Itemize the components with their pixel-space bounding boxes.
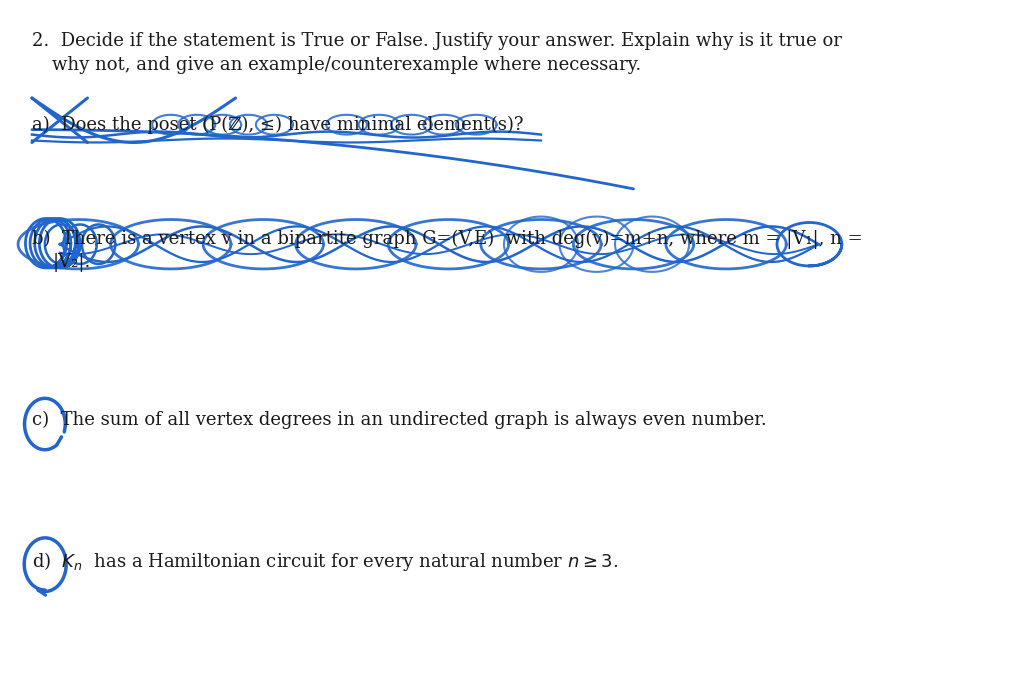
Text: a)  Does the poset (P(ℤ), ≤) have minimal element(s)?: a) Does the poset (P(ℤ), ≤) have minimal…: [31, 116, 524, 134]
Text: |V₂|.: |V₂|.: [53, 253, 90, 272]
Text: why not, and give an example/counterexample where necessary.: why not, and give an example/counterexam…: [53, 56, 641, 74]
Text: b)  There is a vertex v in a bipartite graph G=(V,E)  with deg(v)=m+n, where m =: b) There is a vertex v in a bipartite gr…: [31, 229, 863, 248]
Text: 2.  Decide if the statement is True or False. Justify your answer. Explain why i: 2. Decide if the statement is True or Fa…: [31, 32, 841, 50]
Text: c)  The sum of all vertex degrees in an undirected graph is always even number.: c) The sum of all vertex degrees in an u…: [31, 411, 766, 429]
Text: d)  $K_n$  has a Hamiltonian circuit for every natural number $n \geq 3$.: d) $K_n$ has a Hamiltonian circuit for e…: [31, 550, 618, 574]
